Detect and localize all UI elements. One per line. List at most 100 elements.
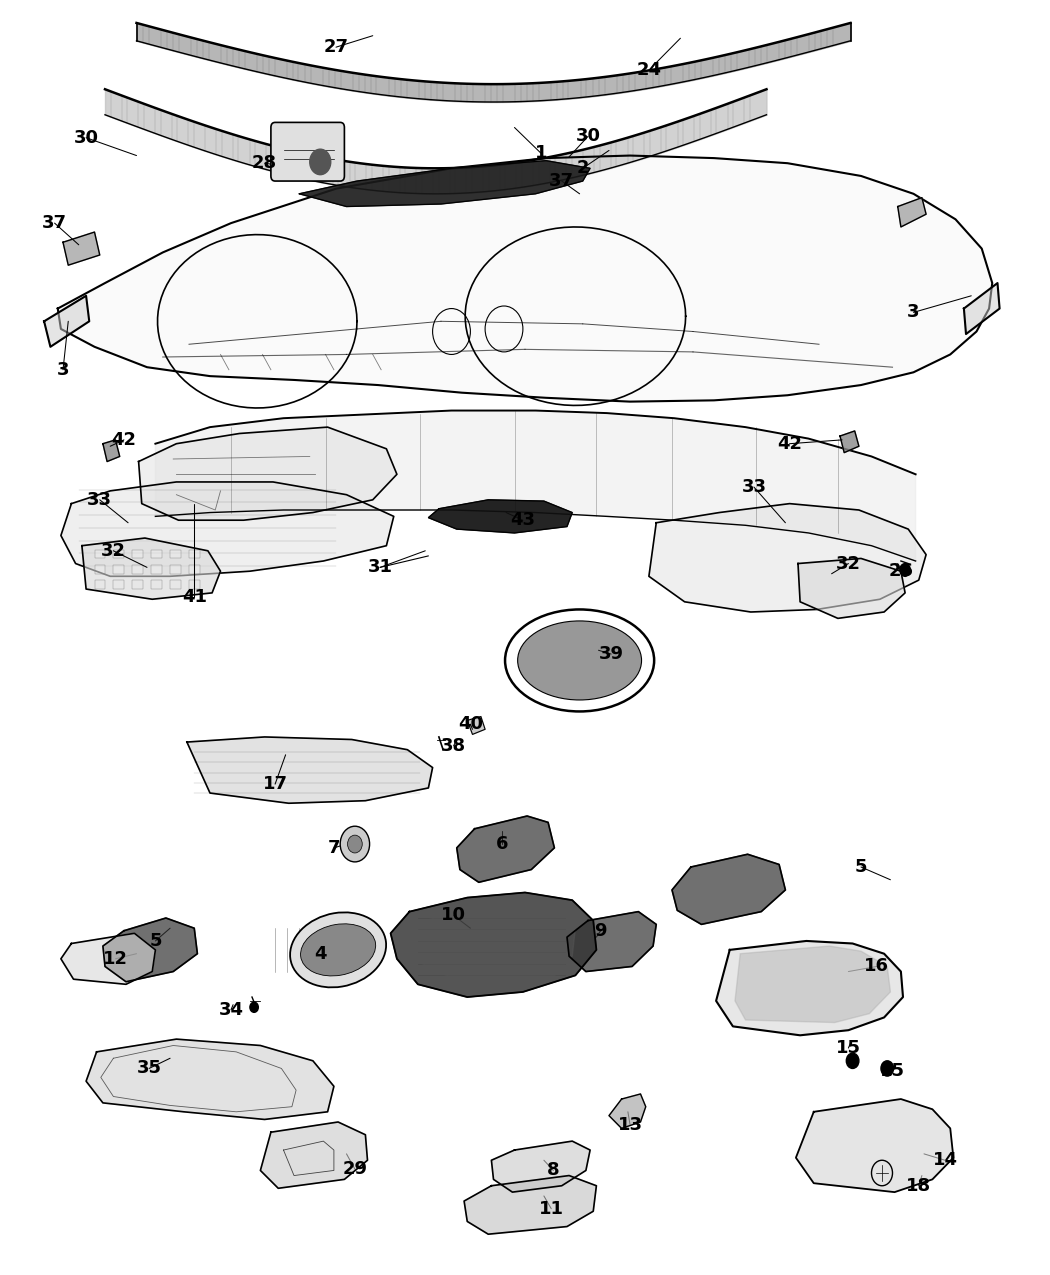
Polygon shape: [735, 946, 890, 1023]
Text: 9: 9: [594, 922, 607, 940]
Polygon shape: [44, 296, 89, 347]
Bar: [113, 550, 124, 558]
Text: 5: 5: [149, 932, 162, 950]
Bar: [113, 580, 124, 589]
Bar: [94, 565, 105, 574]
Circle shape: [348, 835, 362, 853]
Polygon shape: [61, 482, 394, 576]
Polygon shape: [139, 427, 397, 520]
Polygon shape: [428, 500, 572, 533]
Bar: [113, 565, 124, 574]
Polygon shape: [82, 538, 220, 599]
Text: 18: 18: [906, 1177, 931, 1195]
Text: 28: 28: [252, 154, 277, 172]
Bar: [132, 580, 143, 589]
Bar: [151, 565, 162, 574]
Polygon shape: [649, 504, 926, 612]
Polygon shape: [58, 156, 992, 402]
Text: 35: 35: [136, 1060, 162, 1077]
Text: 37: 37: [42, 214, 67, 232]
Polygon shape: [61, 933, 155, 984]
Bar: [94, 550, 105, 558]
Bar: [132, 550, 143, 558]
Bar: [189, 565, 200, 574]
Circle shape: [310, 149, 331, 175]
Bar: [189, 550, 200, 558]
Text: 33: 33: [741, 478, 766, 496]
Polygon shape: [464, 1176, 596, 1234]
Bar: [94, 580, 105, 589]
Text: 1: 1: [534, 144, 547, 162]
Text: 3: 3: [57, 361, 69, 379]
Ellipse shape: [290, 913, 386, 987]
Text: 7: 7: [328, 839, 340, 857]
Text: 37: 37: [549, 172, 574, 190]
Text: 5: 5: [855, 858, 867, 876]
Text: 32: 32: [836, 555, 861, 572]
Polygon shape: [491, 1141, 590, 1192]
Polygon shape: [609, 1094, 646, 1128]
Polygon shape: [796, 1099, 953, 1192]
Text: 41: 41: [182, 588, 207, 606]
Bar: [170, 550, 181, 558]
Circle shape: [881, 1061, 894, 1076]
Polygon shape: [898, 198, 926, 227]
Text: 6: 6: [496, 835, 508, 853]
Bar: [132, 565, 143, 574]
Text: 42: 42: [111, 431, 136, 449]
Text: 11: 11: [539, 1200, 564, 1218]
Polygon shape: [964, 283, 1000, 334]
Polygon shape: [672, 854, 785, 924]
Bar: [151, 580, 162, 589]
Text: 10: 10: [441, 907, 466, 924]
Polygon shape: [567, 912, 656, 972]
Polygon shape: [299, 161, 590, 207]
Text: 27: 27: [323, 38, 349, 56]
Text: 32: 32: [101, 542, 126, 560]
Text: 33: 33: [87, 491, 112, 509]
Circle shape: [250, 1002, 258, 1012]
Text: 24: 24: [636, 61, 662, 79]
Text: 38: 38: [441, 737, 466, 755]
Text: 30: 30: [74, 129, 99, 147]
Circle shape: [340, 826, 370, 862]
Polygon shape: [86, 1039, 334, 1119]
Polygon shape: [798, 558, 905, 618]
Text: 26: 26: [888, 562, 914, 580]
Text: 17: 17: [262, 775, 288, 793]
Text: 40: 40: [458, 715, 483, 733]
Bar: [170, 565, 181, 574]
Polygon shape: [457, 816, 554, 882]
Text: 4: 4: [314, 945, 327, 963]
Bar: [151, 550, 162, 558]
Text: 30: 30: [575, 128, 601, 145]
Text: 15: 15: [880, 1062, 905, 1080]
Polygon shape: [840, 431, 859, 453]
Bar: [189, 580, 200, 589]
Text: 13: 13: [617, 1116, 643, 1133]
Ellipse shape: [518, 621, 642, 700]
Polygon shape: [187, 737, 433, 803]
Text: 16: 16: [864, 958, 889, 975]
Text: 12: 12: [103, 950, 128, 968]
Polygon shape: [103, 440, 120, 462]
Polygon shape: [467, 717, 485, 734]
Text: 15: 15: [836, 1039, 861, 1057]
Text: 14: 14: [932, 1151, 958, 1169]
Text: 8: 8: [547, 1162, 560, 1179]
Text: 31: 31: [368, 558, 393, 576]
Polygon shape: [155, 411, 916, 561]
Polygon shape: [407, 903, 575, 984]
Circle shape: [900, 564, 910, 576]
Bar: [170, 580, 181, 589]
Text: 42: 42: [777, 435, 802, 453]
Text: 2: 2: [576, 159, 589, 177]
Circle shape: [846, 1053, 859, 1068]
Ellipse shape: [300, 924, 376, 975]
Polygon shape: [260, 1122, 367, 1188]
FancyBboxPatch shape: [271, 122, 344, 181]
Polygon shape: [716, 941, 903, 1035]
Text: 29: 29: [342, 1160, 368, 1178]
Polygon shape: [391, 892, 596, 997]
Text: 34: 34: [218, 1001, 244, 1019]
